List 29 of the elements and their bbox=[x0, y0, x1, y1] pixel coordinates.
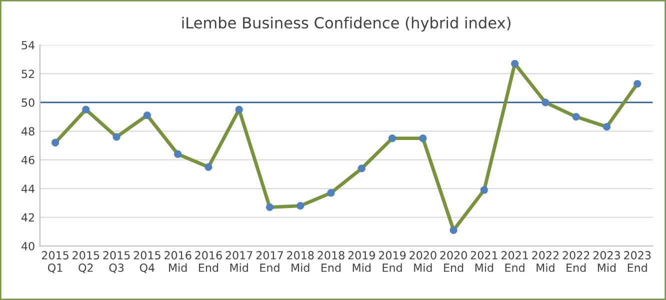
chart-title: iLembe Business Confidence (hybrid index) bbox=[182, 16, 510, 32]
y-tick-label: 40 bbox=[22, 242, 34, 250]
x-tick-label: 2022 End bbox=[562, 251, 590, 272]
y-tick-label: 44 bbox=[22, 184, 34, 193]
x-tick-label: 2020 End bbox=[440, 251, 467, 272]
x-tick-label: 2023 End bbox=[624, 251, 651, 272]
x-tick-label: 2017 Mid bbox=[226, 251, 252, 272]
x-tick-label: 2016 Mid bbox=[164, 251, 192, 272]
x-tick-label: 2015 Q2 bbox=[72, 251, 100, 274]
y-tick-label: 48 bbox=[22, 127, 34, 136]
x-tick-label: 2019 End bbox=[378, 251, 406, 272]
x-tick-label: 2015 Q3 bbox=[103, 251, 130, 274]
x-tick-label: 2018 End bbox=[318, 251, 344, 272]
y-tick-label: 42 bbox=[22, 213, 34, 222]
x-tick-label: 2022 Mid bbox=[532, 251, 558, 272]
x-tick-label: 2016 End bbox=[195, 251, 222, 272]
y-tick-label: 46 bbox=[22, 156, 34, 164]
x-tick-label: 2021 End bbox=[501, 251, 528, 272]
x-tick-label: 2019 Mid bbox=[348, 251, 375, 272]
x-tick-label: 2015 Q1 bbox=[42, 251, 68, 274]
x-tick-label: 2021 Mid bbox=[470, 251, 498, 272]
x-tick-label: 2018 Mid bbox=[287, 251, 314, 272]
y-tick-label: 50 bbox=[22, 98, 34, 107]
x-tick-label: 2017 End bbox=[256, 251, 283, 272]
x-tick-label: 2023 Mid bbox=[593, 251, 620, 272]
y-tick-label: 54 bbox=[22, 41, 34, 50]
x-tick-label: 2020 Mid bbox=[410, 251, 436, 272]
x-tick-label: 2015 Q4 bbox=[134, 251, 160, 274]
y-tick-label: 52 bbox=[22, 70, 34, 78]
